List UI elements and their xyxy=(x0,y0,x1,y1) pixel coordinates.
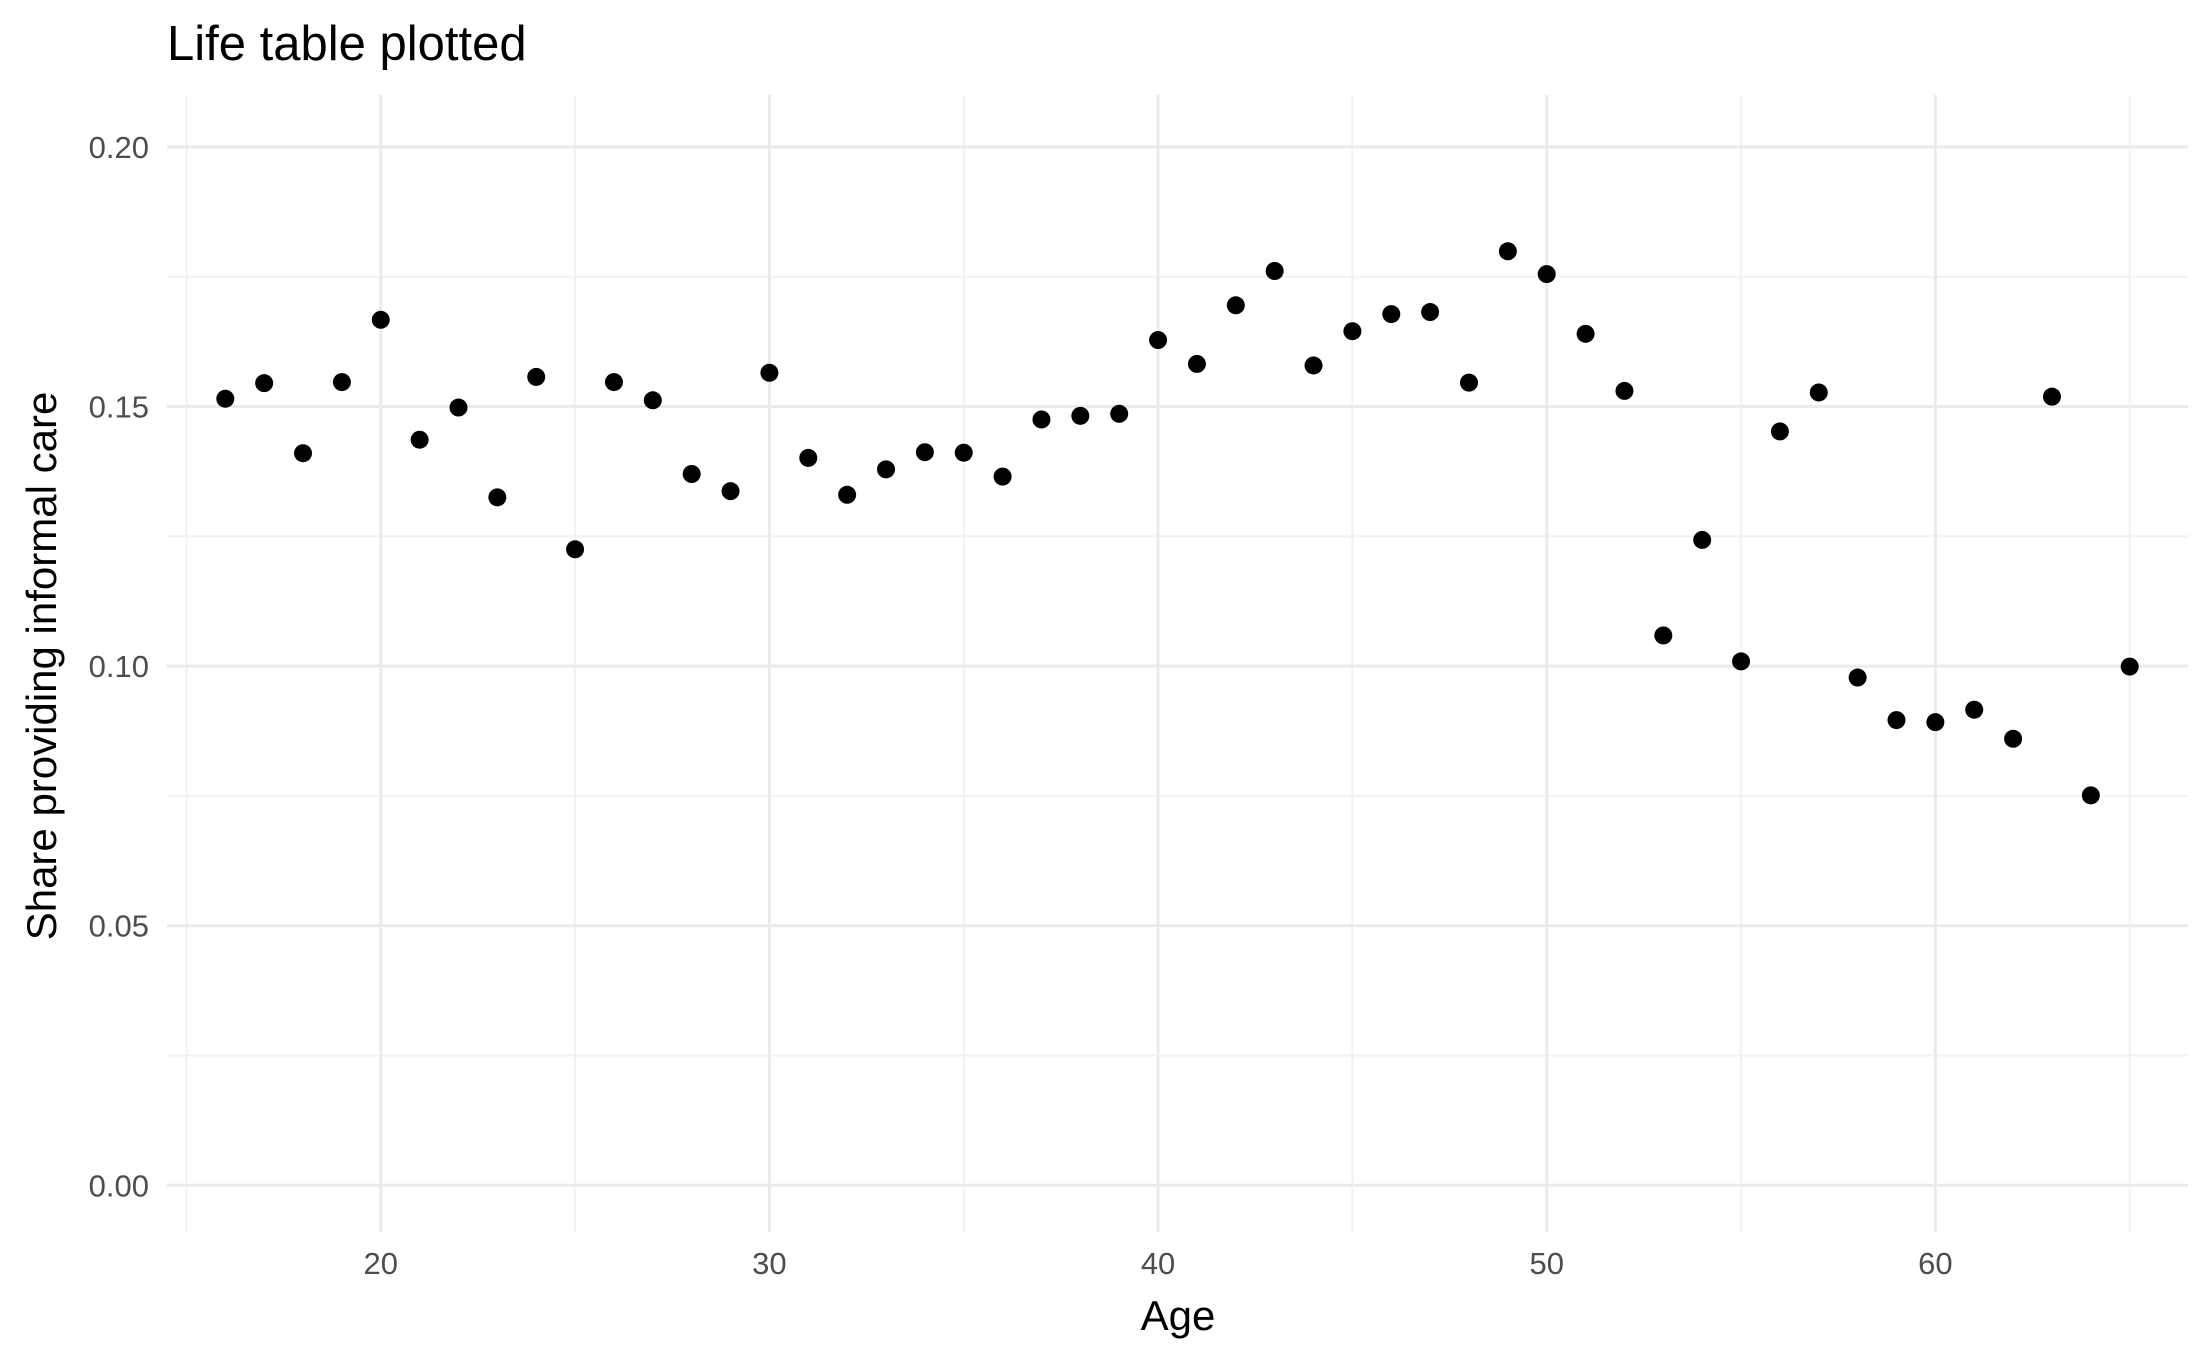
y-tick-label: 0.00 xyxy=(89,1168,149,1203)
data-point xyxy=(682,465,701,483)
data-point xyxy=(1965,700,1984,719)
data-point xyxy=(1304,356,1323,375)
data-point xyxy=(1732,652,1751,671)
data-point xyxy=(449,398,468,417)
data-point xyxy=(877,460,896,479)
data-point xyxy=(1576,324,1595,343)
data-point xyxy=(954,443,973,462)
data-point xyxy=(1848,668,1867,687)
data-point xyxy=(1421,303,1440,322)
data-point xyxy=(1887,711,1906,730)
x-axis-title: Age xyxy=(1141,1292,1216,1339)
data-point xyxy=(1693,530,1712,549)
data-point xyxy=(1032,410,1051,429)
data-point xyxy=(1770,422,1789,441)
data-point xyxy=(721,482,740,501)
x-tick-label: 20 xyxy=(364,1246,398,1281)
data-point xyxy=(838,485,857,504)
data-point xyxy=(1809,383,1828,402)
data-point xyxy=(915,443,934,462)
data-point xyxy=(1459,373,1478,392)
data-points xyxy=(216,242,2139,805)
data-point xyxy=(1265,262,1284,281)
data-point xyxy=(2042,387,2061,406)
data-point xyxy=(2120,657,2139,676)
data-point xyxy=(566,540,585,559)
data-point xyxy=(1382,305,1401,324)
data-point xyxy=(294,444,313,463)
grid-lines xyxy=(167,95,2188,1232)
data-point xyxy=(643,391,662,410)
data-point xyxy=(2081,786,2100,805)
y-tick-label: 0.10 xyxy=(89,649,149,684)
data-point xyxy=(488,488,507,507)
chart-title: Life table plotted xyxy=(167,17,527,71)
data-point xyxy=(604,373,623,392)
x-tick-label: 40 xyxy=(1141,1246,1175,1281)
data-point xyxy=(799,448,818,467)
x-tick-label: 60 xyxy=(1918,1246,1952,1281)
data-point xyxy=(2004,729,2023,748)
y-axis-title: Share providing informal care xyxy=(18,392,65,941)
data-point xyxy=(1615,381,1634,400)
data-point xyxy=(1654,626,1673,645)
data-point xyxy=(1537,265,1556,284)
y-tick-label: 0.05 xyxy=(89,909,149,944)
data-point xyxy=(1071,406,1090,425)
data-point xyxy=(332,373,351,392)
data-point xyxy=(1926,713,1945,732)
y-tick-label: 0.15 xyxy=(89,390,149,425)
x-tick-label: 30 xyxy=(752,1246,786,1281)
data-point xyxy=(410,430,429,449)
data-point xyxy=(1226,296,1245,315)
data-point xyxy=(1343,322,1362,341)
y-tick-label: 0.20 xyxy=(89,130,149,165)
data-point xyxy=(1498,242,1517,261)
x-tick-label: 50 xyxy=(1529,1246,1563,1281)
y-tick-labels: 0.00 0.05 0.10 0.15 0.20 xyxy=(89,130,149,1203)
data-point xyxy=(993,467,1012,486)
data-point xyxy=(371,310,390,329)
data-point xyxy=(1110,404,1129,423)
data-point xyxy=(527,367,546,386)
data-point xyxy=(1149,331,1168,350)
data-point xyxy=(760,363,779,382)
data-point xyxy=(216,389,235,408)
x-tick-labels: 20 30 40 50 60 xyxy=(364,1246,1953,1281)
data-point xyxy=(255,374,274,393)
data-point xyxy=(1187,354,1206,373)
